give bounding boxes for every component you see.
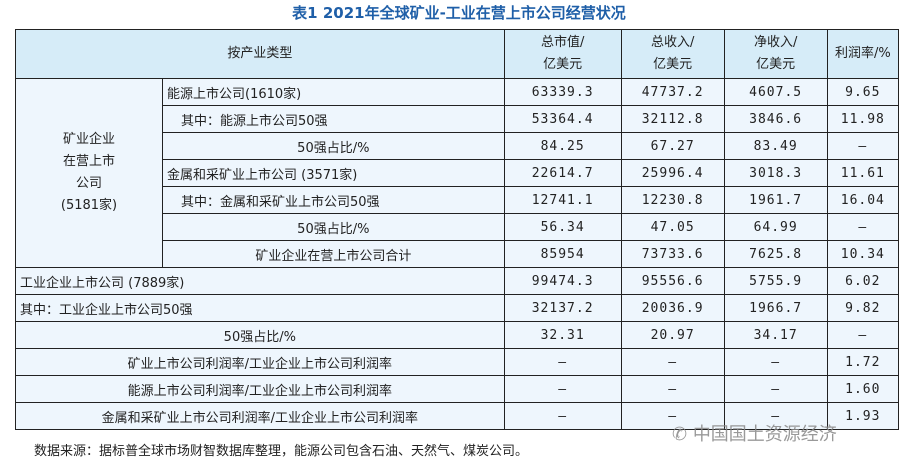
cell-value: 64.99: [723, 213, 828, 241]
cell-value: —: [826, 213, 900, 241]
cell-value: 47.05: [620, 213, 725, 241]
cell-value: 10.34: [826, 240, 900, 268]
cell-value: 83.49: [723, 132, 828, 160]
cell-value: 32112.8: [620, 105, 725, 133]
data-table: 按产业类型 总市值/ 亿美元 总收入/ 亿美元 净收入/ 亿美元 利润率/% 矿…: [15, 29, 900, 430]
group-label: 矿业企业 在营上市 公司 (5181家): [15, 78, 163, 268]
table-row: 矿业企业 在营上市 公司 (5181家) 能源上市公司(1610家) 63339.3…: [15, 78, 900, 268]
cell-value: 85954: [503, 240, 622, 268]
cell-value: 16.04: [826, 186, 900, 214]
cell-value: 3846.6: [723, 105, 828, 133]
cell-value: 56.34: [503, 213, 622, 241]
cell-value: 1961.7: [723, 186, 828, 214]
row-label: 其中：工业企业上市公司50强: [15, 294, 505, 322]
cell-value: 3018.3: [723, 159, 828, 187]
table-row: 工业企业上市公司 (7889家) 99474.3 95556.6 5755.9 6.02: [15, 267, 900, 295]
table-row: 其中：能源上市公司50强 53364.4 32112.8 3846.6 11.98: [16, 105, 900, 133]
row-label: 金属和采矿业上市公司 (3571家): [162, 159, 505, 187]
row-label: 金属和采矿业上市公司利润率/工业企业上市公司利润率: [15, 402, 505, 430]
row-label: 其中：能源上市公司50强: [162, 105, 505, 133]
table-row: 其中：金属和采矿业上市公司50强 12741.1 12230.8 1961.7 16.0…: [16, 186, 900, 214]
row-label: 能源上市公司(1610家): [162, 78, 505, 106]
cell-value: 20036.9: [620, 294, 725, 322]
footnote: 数据来源：据标普全球市场财智数据库整理，能源公司包含石油、天然气、煤炭公司。: [34, 444, 529, 459]
cell-value: —: [503, 402, 622, 430]
table-row: 50强占比/% 56.34 47.05 64.99—: [16, 213, 900, 241]
table-row: 50强占比/% 32.31 20.97 34.17—: [15, 321, 900, 349]
row-label: 50强占比/%: [15, 321, 505, 349]
cell-value: 84.25: [503, 132, 622, 160]
row-label: 矿业上市公司利润率/工业企业上市公司利润率: [15, 348, 505, 376]
cell-value: 5755.9: [723, 267, 828, 295]
cell-value: —: [503, 348, 622, 376]
cell-value: 47737.2: [620, 78, 725, 106]
cell-value: 32.31: [503, 321, 622, 349]
cell-value: —: [723, 402, 828, 430]
cell-value: 1.93: [826, 402, 900, 430]
cell-value: 1966.7: [723, 294, 828, 322]
cell-value: 63339.3: [503, 78, 622, 106]
header-net-income: 净收入/ 亿美元: [723, 29, 828, 79]
cell-value: 25996.4: [620, 159, 725, 187]
table-row: 金属和采矿业上市公司利润率/工业企业上市公司利润率 — — —1.93: [15, 402, 900, 430]
cell-value: —: [503, 375, 622, 403]
table-row: 50强占比/% 84.25 67.27 83.49—: [16, 132, 900, 160]
cell-value: 4607.5: [723, 78, 828, 106]
cell-value: 32137.2: [503, 294, 622, 322]
cell-value: 22614.7: [503, 159, 622, 187]
cell-value: 99474.3: [503, 267, 622, 295]
row-label: 50强占比/%: [162, 132, 505, 160]
cell-value: 9.82: [826, 294, 900, 322]
cell-value: —: [826, 321, 900, 349]
table-title: 表1 2021年全球矿业-工业在营上市公司经营状况: [292, 4, 626, 22]
cell-value: 1.60: [826, 375, 900, 403]
cell-value: 12230.8: [620, 186, 725, 214]
cell-value: 11.98: [826, 105, 900, 133]
row-label: 50强占比/%: [162, 213, 505, 241]
cell-value: 53364.4: [503, 105, 622, 133]
watermark: ✆ 中国国土资源经济: [672, 424, 837, 445]
header-margin: 利润率/%: [826, 29, 900, 79]
cell-value: 95556.6: [620, 267, 725, 295]
header-category: 按产业类型: [15, 29, 505, 79]
row-label: 工业企业上市公司 (7889家): [15, 267, 505, 295]
row-label: 能源上市公司利润率/工业企业上市公司利润率: [15, 375, 505, 403]
row-label: 其中：金属和采矿业上市公司50强: [162, 186, 505, 214]
cell-value: —: [723, 348, 828, 376]
cell-value: 34.17: [723, 321, 828, 349]
header-market-cap: 总市值/ 亿美元: [503, 29, 622, 79]
row-label: 矿业企业在营上市公司合计: [162, 240, 505, 268]
cell-value: 9.65: [826, 78, 900, 106]
cell-value: 12741.1: [503, 186, 622, 214]
cell-value: 1.72: [826, 348, 900, 376]
table-row: 能源上市公司利润率/工业企业上市公司利润率 — — —1.60: [15, 375, 900, 403]
header-revenue: 总收入/ 亿美元: [620, 29, 725, 79]
table-row: 其中：工业企业上市公司50强 32137.2 20036.9 1966.7 9.82: [15, 294, 900, 322]
table-row: 矿业上市公司利润率/工业企业上市公司利润率 — — —1.72: [15, 348, 900, 376]
cell-value: 11.61: [826, 159, 900, 187]
cell-value: 20.97: [620, 321, 725, 349]
cell-value: 7625.8: [723, 240, 828, 268]
cell-value: 73733.6: [620, 240, 725, 268]
cell-value: —: [826, 132, 900, 160]
cell-value: 6.02: [826, 267, 900, 295]
cell-value: 67.27: [620, 132, 725, 160]
cell-value: —: [620, 348, 725, 376]
cell-value: —: [723, 375, 828, 403]
cell-value: —: [620, 375, 725, 403]
